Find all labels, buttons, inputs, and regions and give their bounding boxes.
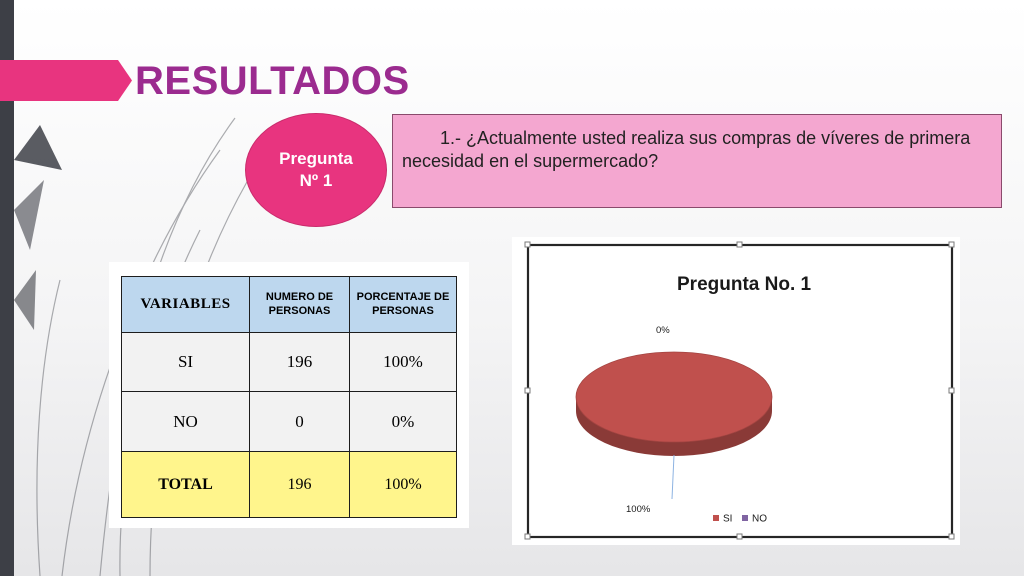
pie-slice-si-side [576, 397, 772, 456]
cell-total-percent: 100% [349, 451, 457, 518]
cell-total-count: 196 [249, 451, 350, 518]
cell-count: 196 [249, 331, 350, 393]
chart-title: Pregunta No. 1 [677, 274, 812, 295]
question-text: 1.- ¿Actualmente usted realiza sus compr… [402, 128, 971, 171]
legend-swatch-no [742, 515, 748, 521]
table-row: NO 0 0% [121, 391, 457, 453]
results-table: VARIABLES NUMERO DE PERSONAS PORCENTAJE … [121, 276, 457, 518]
header-numero-personas: NUMERO DE PERSONAS [249, 276, 350, 333]
cell-total-label: TOTAL [121, 451, 250, 518]
left-accent-bar [0, 0, 14, 576]
legend-swatch-si [713, 515, 719, 521]
page-title: RESULTADOS [135, 59, 410, 103]
header-variables: VARIABLES [121, 276, 250, 333]
cell-percent: 0% [349, 391, 457, 453]
cell-count: 0 [249, 391, 350, 453]
data-label-si: 100% [626, 504, 651, 515]
table-header-row: VARIABLES NUMERO DE PERSONAS PORCENTAJE … [121, 276, 457, 333]
cell-variable: NO [121, 391, 250, 453]
pie-slices [575, 351, 773, 456]
bubble-number: Nº 1 [299, 171, 333, 190]
pie-slice-si [575, 351, 773, 443]
cell-variable: SI [121, 331, 250, 393]
header-porcentaje-personas: PORCENTAJE DE PERSONAS [349, 276, 457, 333]
bubble-label: Pregunta [279, 149, 353, 168]
question-number-bubble: Pregunta Nº 1 [246, 114, 386, 226]
title-accent-bar [0, 60, 132, 101]
legend-label-si: SI [723, 514, 732, 525]
table-row: SI 196 100% [121, 331, 457, 393]
chart-panel: Pregunta No. 1 0% 100% SI NO [512, 237, 960, 545]
legend-label-no: NO [752, 514, 767, 525]
data-label-no: 0% [656, 325, 670, 336]
leader-line [671, 454, 675, 500]
cell-percent: 100% [349, 331, 457, 393]
results-table-panel: VARIABLES NUMERO DE PERSONAS PORCENTAJE … [109, 262, 469, 528]
table-total-row: TOTAL 196 100% [121, 451, 457, 518]
selection-handles [524, 241, 955, 540]
question-text-box: 1.- ¿Actualmente usted realiza sus compr… [392, 114, 1002, 208]
pie-chart: Pregunta No. 1 0% 100% SI NO [524, 241, 955, 540]
